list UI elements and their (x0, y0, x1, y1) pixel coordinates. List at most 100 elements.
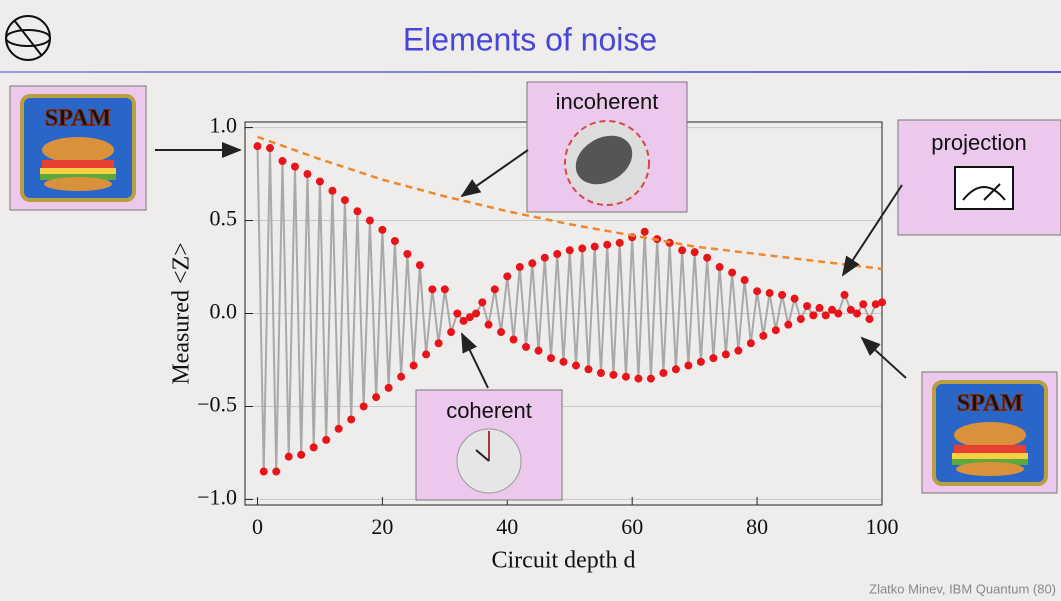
data-point (359, 402, 368, 411)
data-point (715, 263, 724, 272)
data-point (734, 346, 743, 355)
x-tick-label: 0 (252, 514, 263, 539)
y-axis-label: Measured <Z> (169, 242, 195, 384)
y-tick-label: 0.5 (210, 206, 238, 231)
data-point (403, 250, 412, 259)
data-point (834, 309, 843, 318)
data-point (671, 365, 680, 374)
data-point (646, 374, 655, 383)
spam-right: SPAM (921, 371, 1058, 494)
slide-title: Elements of noise (403, 21, 657, 57)
data-point (696, 357, 705, 366)
data-point (509, 335, 518, 344)
data-point (796, 315, 805, 324)
data-point (596, 368, 605, 377)
y-tick-label: −1.0 (197, 484, 237, 509)
data-point (503, 272, 512, 281)
data-point (584, 365, 593, 374)
data-point (678, 246, 687, 255)
data-point (422, 350, 431, 359)
data-point (465, 313, 474, 322)
data-point (565, 246, 574, 255)
data-point (284, 452, 293, 461)
data-point (621, 372, 630, 381)
x-tick-label: 20 (371, 514, 393, 539)
data-point (690, 248, 699, 257)
data-point (322, 435, 331, 444)
data-point (540, 253, 549, 262)
data-point (559, 357, 568, 366)
logo (5, 15, 51, 61)
y-tick-label: 0.0 (210, 299, 238, 324)
data-point (265, 144, 274, 153)
data-point (278, 157, 287, 166)
arrows (155, 142, 907, 389)
footer: Zlatko Minev, IBM Quantum (80) (869, 581, 1056, 596)
y-tick-label: 1.0 (210, 113, 238, 138)
y-tick-label: −0.5 (197, 392, 237, 417)
header-rule (0, 71, 1061, 73)
spam-left: SPAM (9, 85, 147, 211)
data-point (703, 253, 712, 262)
data-point (334, 424, 343, 433)
data-point (878, 298, 886, 307)
data-point (372, 393, 381, 402)
data-point (353, 207, 362, 216)
data-point (853, 309, 862, 318)
data-point (684, 361, 693, 370)
data-point (865, 315, 874, 324)
data-point (547, 354, 556, 363)
data-point (328, 186, 337, 195)
data-point (347, 415, 356, 424)
coherent-box: coherent (415, 389, 563, 501)
data-point (497, 328, 506, 337)
data-point (590, 242, 599, 251)
series-line (257, 135, 883, 271)
data-point (746, 339, 755, 348)
data-point (447, 328, 456, 337)
plot: −1.0 −0.5 0.0 0.5 1.0 0 20 40 60 80 100 Circuit dep… (169, 113, 899, 574)
incoherent-box: incoherent (526, 81, 688, 213)
data-point (609, 370, 618, 379)
data-point (534, 346, 543, 355)
data-point (309, 443, 318, 452)
data-point (846, 305, 855, 314)
data-point (253, 142, 262, 151)
data-point (484, 320, 493, 329)
data-point (553, 250, 562, 259)
data-point (459, 316, 468, 325)
data-point (453, 309, 462, 318)
data-point (415, 261, 424, 270)
data-point (515, 263, 524, 272)
data-point (259, 467, 268, 476)
data-point (659, 368, 668, 377)
data-point (821, 311, 830, 320)
data-point (490, 285, 499, 294)
data-point (615, 238, 624, 247)
data-point (378, 225, 387, 234)
x-tick-label: 80 (746, 514, 768, 539)
data-point (290, 162, 299, 171)
spam-label: SPAM (45, 106, 111, 132)
data-point (803, 302, 812, 311)
data-point (759, 331, 768, 340)
projection-box: projection (897, 119, 1061, 236)
data-point (522, 342, 531, 351)
spam-label: SPAM (957, 391, 1023, 417)
coherent-label: coherent (446, 398, 532, 423)
data-point (434, 339, 443, 348)
data-point (272, 467, 281, 476)
data-point (528, 259, 537, 268)
data-point (859, 300, 868, 309)
incoherent-label: incoherent (556, 89, 659, 114)
data-point (815, 303, 824, 312)
data-point (709, 354, 718, 363)
data-point (871, 300, 880, 309)
data-point (640, 227, 649, 236)
data-point (390, 236, 399, 245)
data-point (365, 216, 374, 225)
data-point (340, 196, 349, 205)
x-tick-label: 100 (866, 514, 899, 539)
data-point (771, 326, 780, 335)
